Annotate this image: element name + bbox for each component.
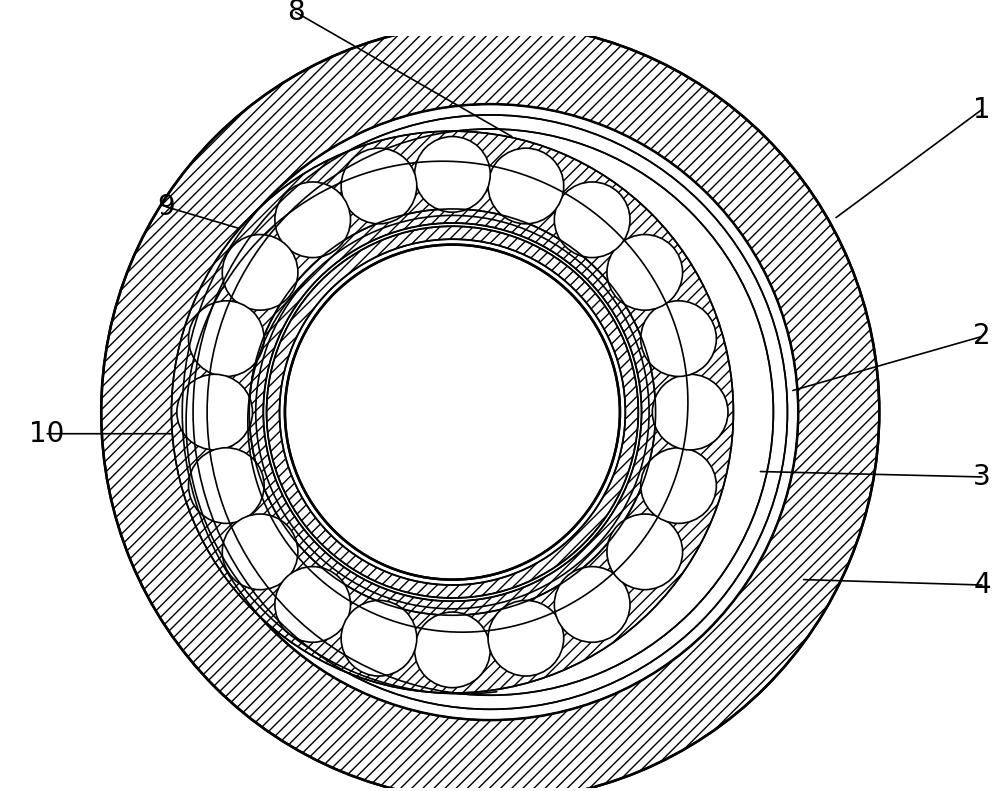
Text: 8: 8: [287, 0, 305, 26]
Text: 9: 9: [157, 193, 175, 221]
Circle shape: [488, 600, 564, 676]
Circle shape: [607, 235, 683, 310]
Text: 2: 2: [973, 323, 991, 350]
Circle shape: [222, 235, 298, 310]
Circle shape: [652, 374, 728, 450]
Circle shape: [641, 301, 716, 377]
Circle shape: [275, 182, 351, 258]
Circle shape: [554, 566, 630, 642]
Text: 4: 4: [973, 571, 991, 599]
Circle shape: [554, 182, 630, 258]
Circle shape: [415, 137, 490, 212]
Circle shape: [488, 148, 564, 224]
Circle shape: [188, 301, 264, 377]
Circle shape: [341, 148, 417, 224]
Circle shape: [275, 566, 351, 642]
Text: 3: 3: [973, 463, 991, 491]
Circle shape: [177, 374, 253, 450]
Text: 1: 1: [973, 96, 991, 123]
Circle shape: [415, 612, 490, 687]
Circle shape: [222, 514, 298, 589]
Circle shape: [607, 514, 683, 589]
Circle shape: [341, 600, 417, 676]
Circle shape: [285, 244, 620, 580]
Circle shape: [641, 448, 716, 524]
Circle shape: [188, 448, 264, 524]
Text: 10: 10: [29, 420, 65, 448]
